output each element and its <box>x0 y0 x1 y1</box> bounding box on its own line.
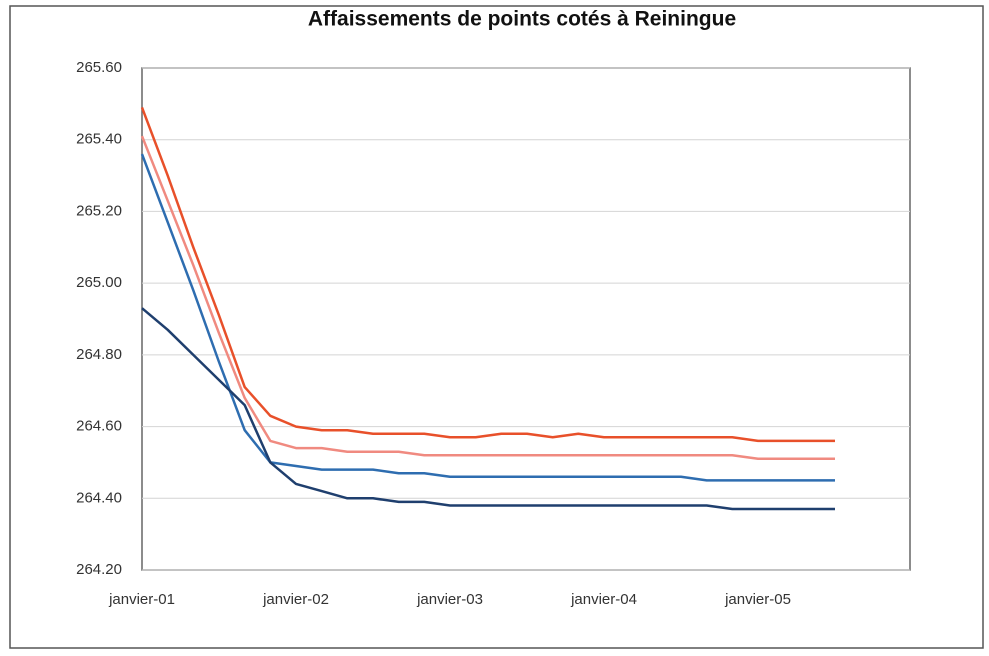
x-tick-label: janvier-05 <box>724 591 791 608</box>
y-tick-label: 264.60 <box>76 418 122 435</box>
x-tick-label: janvier-04 <box>570 591 637 608</box>
series-line <box>140 106 835 443</box>
y-tick-label: 264.80 <box>76 346 122 363</box>
y-tick-label: 264.20 <box>76 561 122 578</box>
series-line <box>140 153 835 482</box>
y-tick-label: 265.60 <box>76 59 122 76</box>
y-tick-label: 264.40 <box>76 489 122 506</box>
x-tick-label: janvier-02 <box>262 591 329 608</box>
y-tick-label: 265.20 <box>76 202 122 219</box>
x-tick-label: janvier-01 <box>108 591 175 608</box>
y-tick-label: 265.40 <box>76 131 122 148</box>
plot-area <box>141 67 911 571</box>
y-tick-label: 265.00 <box>76 274 122 291</box>
chart-title: Affaissements de points cotés à Reiningu… <box>308 8 736 31</box>
series-line <box>141 307 835 511</box>
series-line <box>140 135 835 461</box>
x-tick-label: janvier-03 <box>416 591 483 608</box>
